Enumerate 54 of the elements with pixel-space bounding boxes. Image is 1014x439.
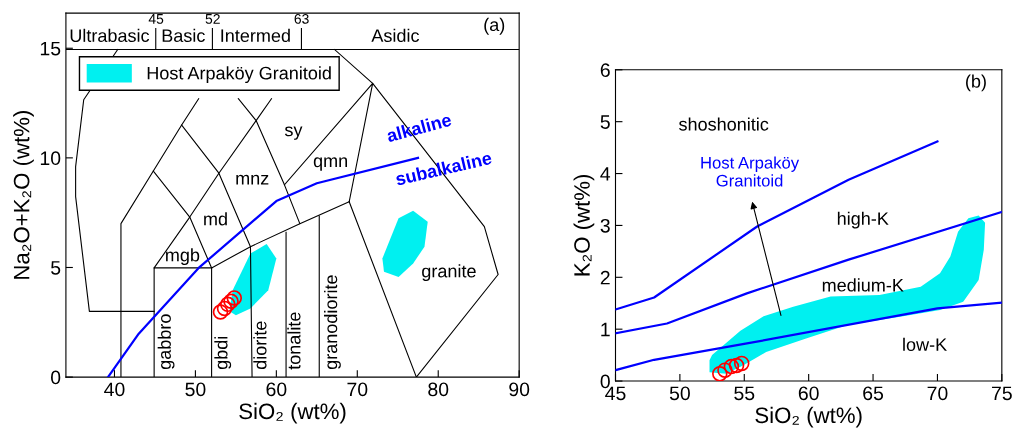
annotation: 52 bbox=[205, 13, 220, 24]
y-axis-title: Na₂O+K₂O (wt%) bbox=[13, 111, 34, 279]
y-tick-label: 2 bbox=[600, 270, 610, 285]
annotation: md bbox=[204, 212, 227, 226]
annotation: Basic bbox=[162, 28, 205, 43]
annotation: alkaline bbox=[385, 112, 453, 143]
annotation: low-K bbox=[903, 337, 947, 352]
x-tick-label: 50 bbox=[185, 382, 206, 397]
annotation: Intermed bbox=[221, 28, 290, 43]
x-tick-label: 70 bbox=[347, 382, 368, 397]
annotation: Ultrabasic bbox=[70, 28, 150, 43]
x-tick-label: 60 bbox=[798, 386, 819, 401]
y-tick-label: 5 bbox=[600, 115, 610, 129]
x-tick-label: 80 bbox=[428, 382, 449, 397]
annotation: granite bbox=[422, 264, 476, 282]
annotation: gabbro bbox=[157, 314, 175, 370]
x-tick-label: 55 bbox=[734, 386, 755, 401]
annotation: Asidic bbox=[371, 28, 420, 43]
x-axis-title: SiO₂ (wt%) bbox=[239, 402, 346, 424]
y-tick-label: 6 bbox=[600, 63, 610, 78]
annotation: diorite bbox=[253, 321, 267, 370]
annotation: (b) bbox=[966, 74, 986, 92]
y-tick-label: 3 bbox=[600, 218, 610, 233]
annotation: (a) bbox=[484, 17, 505, 35]
x-axis-title: SiO₂ (wt%) bbox=[755, 406, 862, 428]
annotation: gbdi bbox=[214, 336, 232, 370]
x-tick-label: 40 bbox=[104, 382, 125, 397]
annotation: 45 bbox=[148, 14, 164, 24]
y-tick-label: 10 bbox=[40, 151, 61, 166]
annotation: qmn bbox=[313, 157, 347, 171]
y-tick-label: 0 bbox=[51, 370, 61, 385]
annotation: high-K bbox=[837, 211, 889, 229]
annotation: mnz bbox=[236, 174, 269, 185]
annotation: granodiorite bbox=[324, 275, 341, 370]
y-tick-label: 15 bbox=[40, 41, 61, 56]
x-tick-label: 60 bbox=[266, 382, 287, 397]
y-tick-label: 1 bbox=[601, 322, 610, 337]
annotation: Host Arpaköy Granitoid bbox=[701, 156, 800, 187]
annotation: subalkaline bbox=[394, 150, 493, 186]
annotation: tonalite bbox=[287, 312, 301, 370]
x-tick-label: 50 bbox=[669, 386, 690, 401]
x-tick-label: 75 bbox=[992, 386, 1012, 401]
annotation: 63 bbox=[294, 13, 309, 24]
x-tick-label: 65 bbox=[863, 386, 884, 401]
annotation: shoshonitic bbox=[679, 117, 769, 131]
annotation: sy bbox=[284, 126, 303, 140]
y-tick-label: 4 bbox=[600, 167, 611, 181]
x-tick-label: 90 bbox=[509, 382, 530, 397]
x-tick-label: 70 bbox=[927, 386, 948, 401]
annotation: mgb bbox=[166, 248, 200, 266]
annotation: medium-K bbox=[822, 278, 904, 292]
legend-label: Host Arpaköy Granitoid bbox=[147, 66, 331, 84]
y-axis-title: K₂O (wt%) bbox=[573, 174, 595, 276]
y-tick-label: 5 bbox=[51, 261, 61, 275]
